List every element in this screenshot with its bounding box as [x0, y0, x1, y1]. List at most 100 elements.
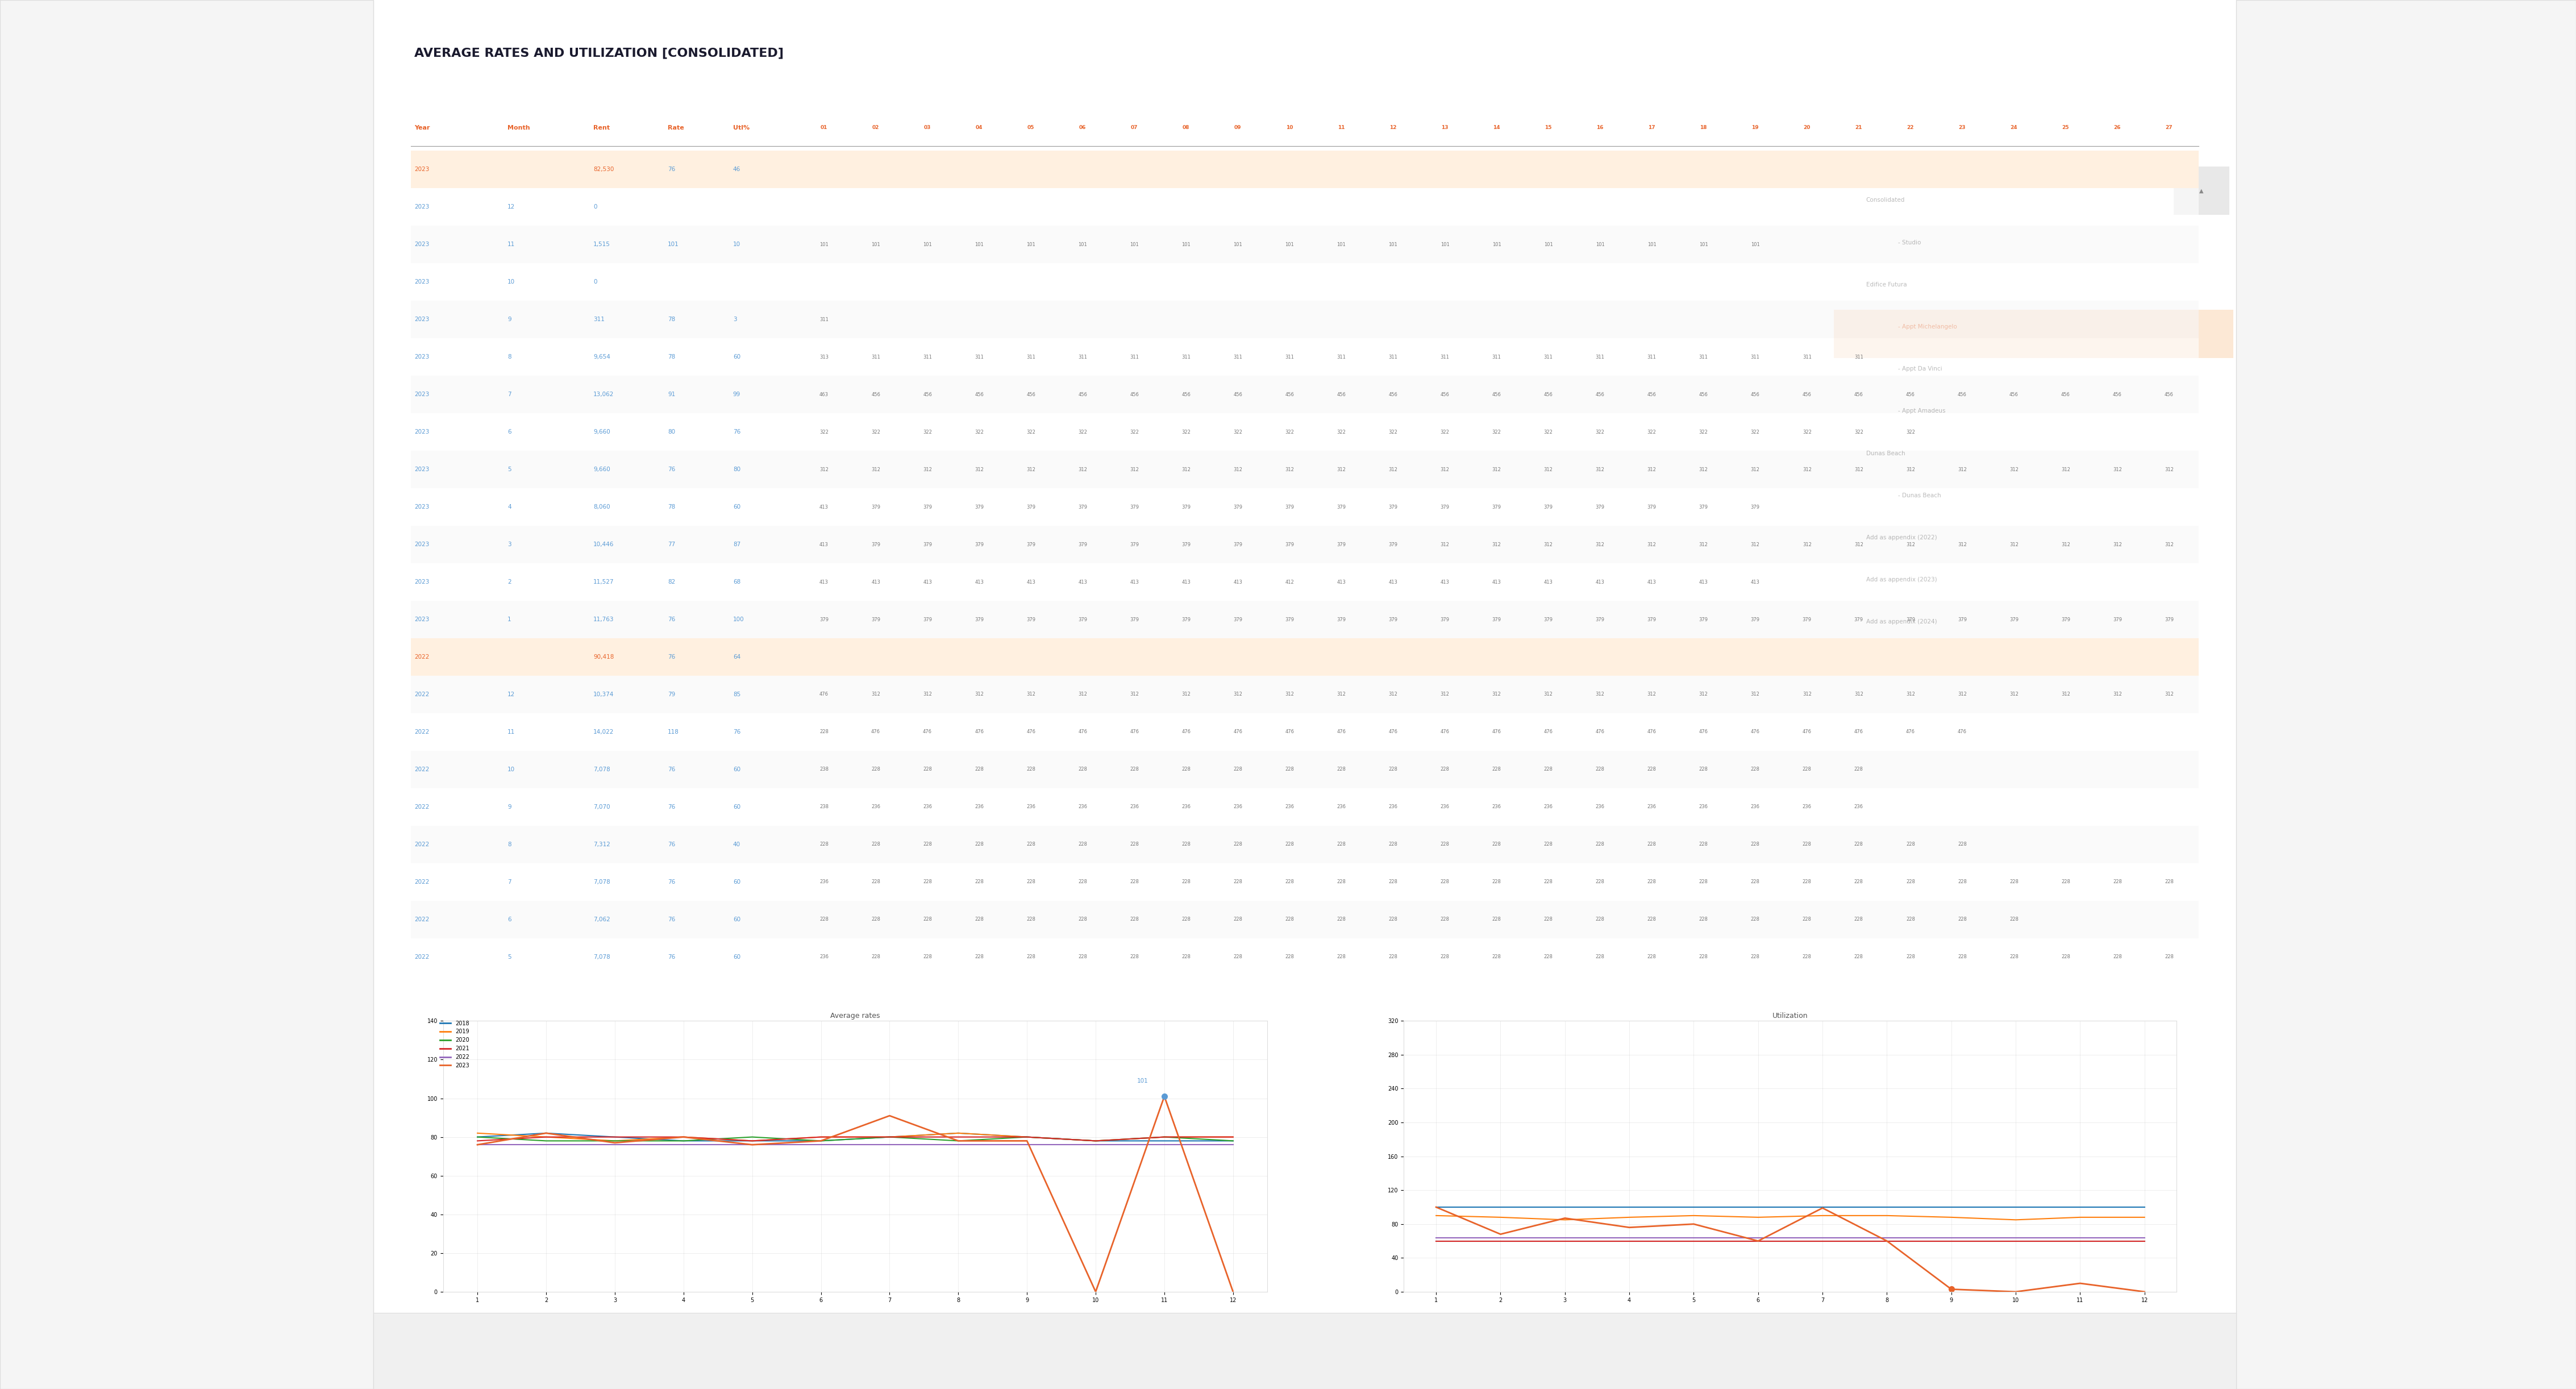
Text: 76: 76 — [667, 879, 675, 885]
Bar — [410, 564, 2200, 600]
FancyBboxPatch shape — [1891, 1329, 2004, 1372]
Text: 228: 228 — [2112, 879, 2123, 885]
Title: Average rates: Average rates — [829, 1013, 881, 1020]
Text: ▲: ▲ — [2200, 188, 2202, 193]
Text: 379: 379 — [819, 617, 829, 622]
Text: 11: 11 — [507, 242, 515, 247]
Text: 476: 476 — [922, 729, 933, 735]
Text: 311: 311 — [1440, 354, 1450, 360]
Text: 311: 311 — [592, 317, 605, 322]
Bar — [23, 128, 44, 153]
Text: 0: 0 — [592, 204, 598, 210]
Text: 312: 312 — [1803, 692, 1811, 697]
Text: 228: 228 — [974, 879, 984, 885]
Text: 379: 379 — [1131, 542, 1139, 547]
Text: 238: 238 — [819, 804, 829, 810]
Text: 228: 228 — [1595, 954, 1605, 960]
Text: Edifice Futura: Edifice Futura — [1865, 282, 1906, 288]
Bar — [2236, 0, 2576, 63]
Text: 228: 228 — [1025, 842, 1036, 847]
Text: 228: 228 — [1855, 879, 1862, 885]
Text: 236: 236 — [974, 804, 984, 810]
Text: 228: 228 — [1182, 954, 1190, 960]
Text: 228: 228 — [922, 842, 933, 847]
Text: 228: 228 — [1803, 879, 1811, 885]
Text: 2023: 2023 — [415, 279, 430, 285]
Text: 379: 379 — [1803, 617, 1811, 622]
Text: 476: 476 — [1388, 729, 1399, 735]
Text: - Dunas Beach: - Dunas Beach — [1899, 493, 1940, 499]
Text: Pascale Gendre: Pascale Gendre — [98, 667, 142, 672]
Text: 379: 379 — [1958, 617, 1965, 622]
Text: 413: 413 — [1595, 579, 1605, 585]
Text: James Bolten: James Bolten — [98, 401, 137, 407]
Text: 78: 78 — [667, 354, 675, 360]
Text: 2022: 2022 — [415, 804, 430, 810]
Text: 379: 379 — [1079, 617, 1087, 622]
Text: 236: 236 — [1855, 804, 1862, 810]
Text: AVERAGE RATES AND UTILIZATION [CONSOLIDATED]: AVERAGE RATES AND UTILIZATION [CONSOLIDA… — [415, 47, 783, 58]
Text: 2023: 2023 — [1821, 1347, 1839, 1354]
Text: 312: 312 — [1958, 542, 1965, 547]
Text: 76: 76 — [667, 167, 675, 172]
Text: 7: 7 — [507, 392, 513, 397]
Text: 311: 311 — [1543, 354, 1553, 360]
Text: 413: 413 — [974, 579, 984, 585]
Text: 228: 228 — [1855, 954, 1862, 960]
Text: 2022: 2022 — [415, 842, 430, 847]
Text: 312: 312 — [2009, 467, 2020, 472]
Text: 228: 228 — [1492, 879, 1502, 885]
Text: 379: 379 — [1752, 617, 1759, 622]
Text: 228: 228 — [1543, 767, 1553, 772]
Text: 9: 9 — [507, 804, 513, 810]
Text: 322: 322 — [1646, 429, 1656, 435]
Text: 379: 379 — [871, 617, 881, 622]
Text: 228: 228 — [1388, 917, 1399, 922]
Text: Tenant: Tenant — [2282, 111, 2306, 117]
Text: 228: 228 — [1492, 917, 1502, 922]
Text: 228: 228 — [1337, 879, 1345, 885]
Text: 12: 12 — [507, 204, 515, 210]
Text: Manage rent: Manage rent — [2282, 269, 2324, 275]
Text: 312: 312 — [2112, 467, 2123, 472]
Text: 228: 228 — [1646, 842, 1656, 847]
Bar — [23, 619, 44, 644]
Text: 413: 413 — [819, 504, 829, 510]
Text: ◄: ◄ — [1767, 1347, 1772, 1354]
Text: 2023: 2023 — [415, 204, 430, 210]
Text: 228: 228 — [1752, 917, 1759, 922]
Text: 312: 312 — [1646, 467, 1656, 472]
Text: 101: 101 — [1646, 242, 1656, 247]
Text: 228: 228 — [1803, 954, 1811, 960]
Text: 76: 76 — [667, 654, 675, 660]
Text: Rate: Rate — [667, 125, 685, 131]
Text: Rent: Rent — [592, 125, 611, 131]
Text: 379: 379 — [1234, 542, 1242, 547]
Text: 2022: 2022 — [415, 917, 430, 922]
Text: 13: 13 — [1443, 125, 1448, 131]
Text: 7,078: 7,078 — [592, 954, 611, 960]
Text: - Appt Michelangelo: - Appt Michelangelo — [1899, 324, 1958, 329]
Text: 413: 413 — [1440, 579, 1450, 585]
Text: 228: 228 — [1958, 879, 1965, 885]
Text: 228: 228 — [1285, 954, 1293, 960]
Text: 2022: 2022 — [415, 767, 430, 772]
Text: 379: 379 — [974, 504, 984, 510]
Title: Utilization: Utilization — [1772, 1013, 1808, 1020]
Text: 228: 228 — [1131, 879, 1139, 885]
Text: 228: 228 — [2009, 917, 2020, 922]
Text: 228: 228 — [871, 954, 881, 960]
Bar — [410, 338, 2200, 375]
Text: Jenny: Jenny — [98, 174, 113, 181]
Text: 238: 238 — [819, 767, 829, 772]
Text: 76: 76 — [667, 954, 675, 960]
Text: 07: 07 — [1131, 125, 1139, 131]
Text: 228: 228 — [1855, 842, 1862, 847]
Text: 228: 228 — [871, 917, 881, 922]
Text: 413: 413 — [1752, 579, 1759, 585]
Text: 76: 76 — [667, 617, 675, 622]
Bar — [8, 543, 21, 568]
Text: 228: 228 — [1958, 917, 1965, 922]
Text: 228: 228 — [1906, 917, 1914, 922]
Text: 456: 456 — [871, 392, 881, 397]
